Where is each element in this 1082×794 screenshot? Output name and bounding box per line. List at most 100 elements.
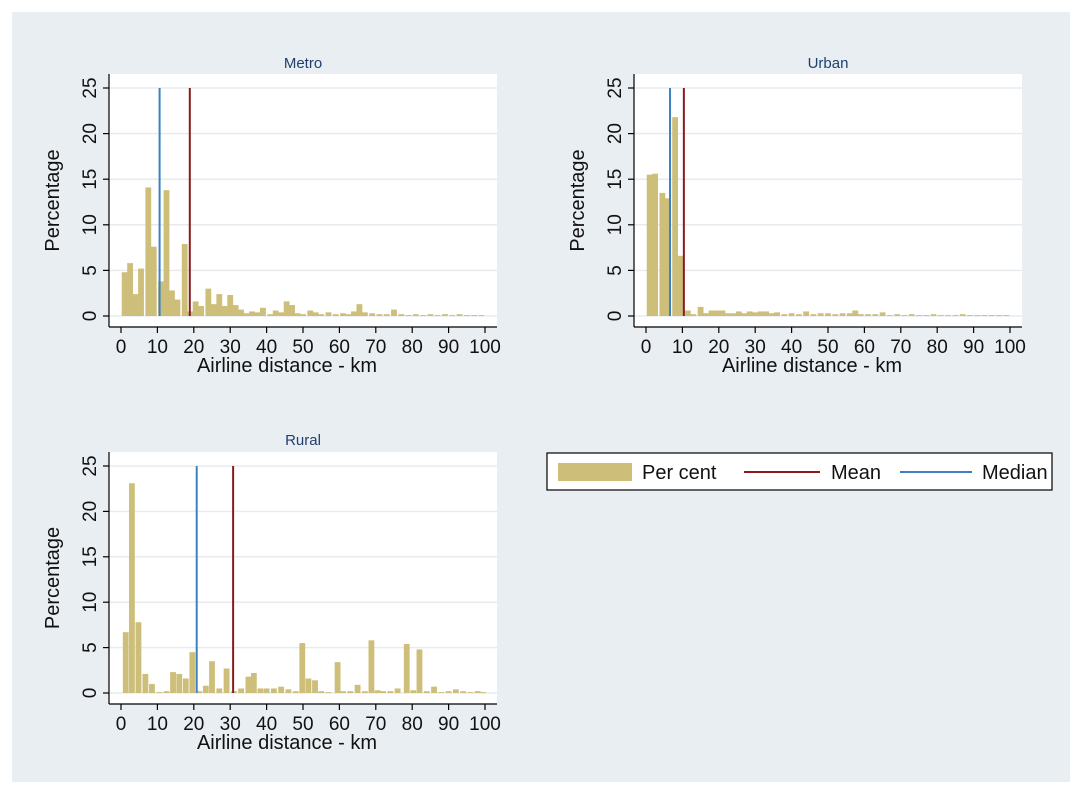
histogram-bar: [127, 263, 134, 316]
histogram-bar: [299, 643, 306, 693]
histogram-bar: [278, 686, 285, 693]
histogram-bar: [340, 691, 346, 693]
histogram-bar: [356, 304, 363, 316]
histogram-bar: [974, 315, 981, 316]
histogram-bar: [158, 281, 164, 316]
histogram-bar: [223, 668, 230, 693]
y-axis-title: Percentage: [42, 527, 64, 629]
histogram-bar: [981, 315, 988, 316]
histogram-bar: [460, 691, 467, 693]
histogram-bar: [249, 311, 255, 316]
histogram-bar: [846, 313, 853, 316]
histogram-bar: [150, 246, 157, 316]
histogram-bar: [431, 686, 437, 693]
histogram-bar: [908, 314, 915, 316]
histogram-bar: [894, 314, 901, 316]
histogram-bar: [703, 313, 709, 316]
histogram-bar: [189, 652, 196, 693]
histogram-bar: [423, 691, 430, 693]
histogram-bar: [169, 290, 175, 316]
x-tick-label: 20: [183, 714, 204, 735]
histogram-bar: [210, 304, 217, 316]
histogram-bar: [930, 314, 937, 316]
x-tick-label: 70: [890, 337, 911, 358]
legend-label-percent: Per cent: [642, 462, 717, 484]
histogram-bar: [318, 691, 325, 693]
x-tick-label: 60: [854, 337, 875, 358]
y-axis-title: Percentage: [567, 149, 589, 251]
x-tick-label: 50: [292, 714, 313, 735]
histogram-bar: [332, 314, 339, 316]
legend: Per cent Mean Median: [546, 452, 1053, 491]
x-tick-label: 40: [256, 337, 277, 358]
histogram-bar: [690, 314, 697, 316]
histogram-bar: [209, 661, 215, 693]
y-tick-label: 10: [80, 592, 101, 613]
y-tick-label: 25: [80, 455, 101, 476]
histogram-bar: [865, 314, 871, 316]
legend-label-median: Median: [982, 462, 1048, 484]
histogram-bar: [967, 315, 973, 316]
y-tick-label: 25: [605, 77, 626, 98]
histogram-bar: [278, 312, 285, 316]
x-tick-label: 30: [220, 337, 241, 358]
histogram-bar: [312, 312, 319, 316]
histogram-bar: [205, 288, 212, 316]
panel-urban: Urban 0 5 10 15 20 25 0 10 20 30 40 50 60 70 80 90 100 Air…: [567, 55, 1026, 377]
histogram-bar: [1003, 315, 1010, 316]
histogram-bar: [735, 311, 742, 316]
histogram-bar: [163, 190, 170, 316]
x-tick-label: 90: [963, 337, 984, 358]
histogram-bar: [121, 272, 128, 316]
histogram-bar: [300, 314, 306, 316]
legend-swatch-percent: [558, 463, 632, 481]
x-tick-label: 30: [220, 714, 241, 735]
histogram-bar: [781, 314, 788, 316]
histogram-bar: [149, 683, 155, 693]
y-tick-label: 15: [80, 546, 101, 567]
x-tick-label: 70: [365, 337, 386, 358]
histogram-bar: [768, 313, 775, 316]
histogram-bar: [347, 691, 354, 693]
histogram-bar: [879, 312, 886, 316]
plot-area: [109, 74, 497, 327]
histogram-bar: [952, 315, 959, 316]
histogram-bar: [232, 305, 239, 316]
x-tick-label: 80: [927, 337, 948, 358]
x-tick-label: 10: [147, 337, 168, 358]
histogram-bar: [839, 313, 846, 316]
histogram-bar: [135, 622, 142, 693]
histogram-bar: [238, 309, 245, 316]
histogram-bar: [746, 311, 753, 316]
histogram-bar: [227, 295, 234, 316]
y-tick-label: 20: [605, 123, 626, 144]
y-tick-label: 0: [80, 688, 101, 699]
histogram-bar: [474, 691, 481, 693]
histogram-bar: [442, 314, 448, 316]
histogram-bar: [724, 313, 731, 316]
x-tick-label: 40: [256, 714, 277, 735]
histogram-bar: [427, 314, 434, 316]
histogram-bar: [257, 688, 264, 693]
histogram-bar: [434, 315, 441, 316]
histogram-bar: [294, 313, 301, 316]
histogram-bar: [292, 691, 299, 693]
histogram-bar: [272, 310, 279, 316]
histogram-bar: [857, 314, 864, 316]
histogram-bar: [376, 314, 383, 316]
histogram-bar: [163, 691, 170, 693]
histogram-bar: [267, 314, 274, 316]
histogram-bar: [216, 294, 223, 316]
histogram-bar: [730, 313, 737, 316]
x-tick-label: 10: [147, 714, 168, 735]
histogram-bar: [996, 315, 1002, 316]
histogram-bar: [471, 315, 477, 316]
histogram-bar: [886, 315, 893, 316]
x-axis-title: Airline distance - km: [197, 355, 377, 377]
histogram-bar: [480, 692, 487, 693]
x-tick-label: 10: [672, 337, 693, 358]
histogram-bar: [832, 314, 839, 316]
x-tick-label: 0: [116, 337, 127, 358]
x-tick-label: 100: [994, 337, 1026, 358]
x-tick-label: 90: [438, 714, 459, 735]
